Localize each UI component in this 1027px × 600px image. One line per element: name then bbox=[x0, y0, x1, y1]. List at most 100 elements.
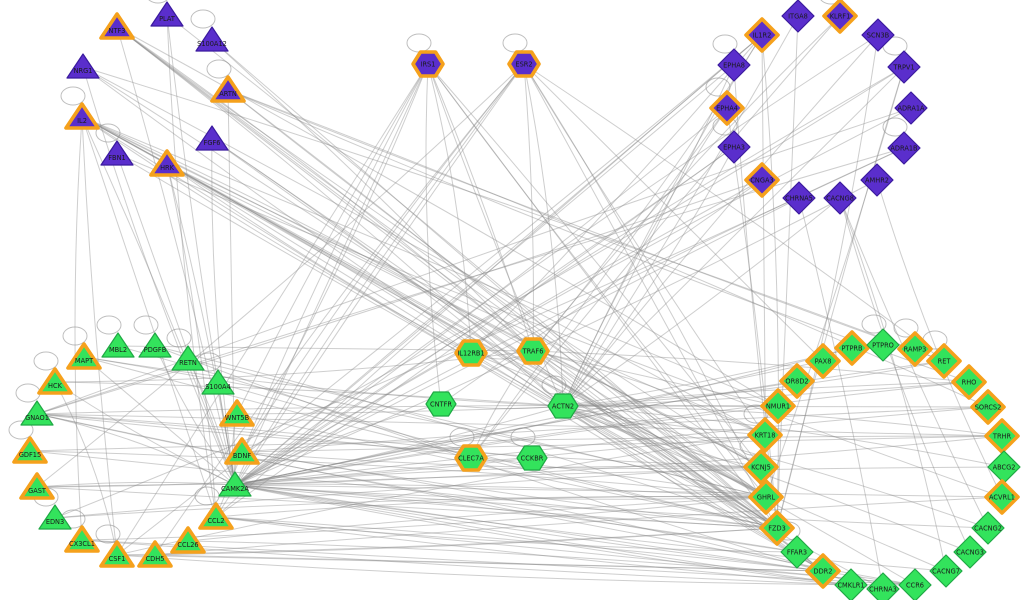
diamond-shape[interactable] bbox=[970, 389, 1006, 425]
node-ARTN[interactable]: ARTN bbox=[210, 75, 246, 103]
diamond-shape[interactable] bbox=[971, 511, 1005, 545]
diamond-shape[interactable] bbox=[822, 0, 858, 34]
triangle-shape[interactable] bbox=[170, 526, 206, 554]
diamond-shape[interactable] bbox=[897, 331, 933, 367]
diamond-shape[interactable] bbox=[984, 418, 1020, 454]
triangle-shape[interactable] bbox=[101, 332, 135, 358]
node-CX3CL1[interactable]: CX3CL1 bbox=[64, 525, 100, 553]
diamond-shape[interactable] bbox=[926, 343, 962, 379]
triangle-shape[interactable] bbox=[210, 75, 246, 103]
node-NRG1[interactable]: NRG1 bbox=[66, 53, 100, 79]
diamond-shape[interactable] bbox=[953, 535, 987, 569]
node-FFAR3[interactable]: FFAR3 bbox=[780, 535, 814, 569]
node-FBN1[interactable]: FBN1 bbox=[100, 140, 134, 166]
hexagon-shape[interactable] bbox=[454, 444, 488, 472]
node-CACNG7[interactable]: CACNG7 bbox=[929, 554, 963, 588]
node-KRT18[interactable]: KRT18 bbox=[747, 417, 783, 453]
diamond-shape[interactable] bbox=[951, 364, 987, 400]
diamond-shape[interactable] bbox=[760, 388, 796, 424]
node-SCN3B[interactable]: SCN3B bbox=[861, 18, 895, 52]
diamond-shape[interactable] bbox=[861, 18, 895, 52]
triangle-shape[interactable] bbox=[38, 504, 72, 530]
node-NTF3[interactable]: NTF3 bbox=[99, 12, 135, 40]
diamond-shape[interactable] bbox=[894, 91, 928, 125]
node-PDGFB[interactable]: PDGFB bbox=[138, 332, 172, 358]
node-EPHA4[interactable]: EPHA4 bbox=[709, 90, 745, 126]
triangle-shape[interactable] bbox=[171, 345, 205, 371]
diamond-shape[interactable] bbox=[780, 535, 814, 569]
node-TRHR[interactable]: TRHR bbox=[984, 418, 1020, 454]
node-IL2[interactable]: IL2 bbox=[64, 102, 100, 130]
triangle-shape[interactable] bbox=[195, 26, 229, 52]
diamond-shape[interactable] bbox=[834, 568, 868, 600]
node-CCR6[interactable]: CCR6 bbox=[898, 568, 932, 600]
triangle-shape[interactable] bbox=[20, 400, 54, 426]
triangle-shape[interactable] bbox=[66, 53, 100, 79]
node-CACNG8[interactable]: CACNG8 bbox=[823, 181, 857, 215]
diamond-shape[interactable] bbox=[834, 330, 870, 366]
node-SORCS2[interactable]: SORCS2 bbox=[970, 389, 1006, 425]
diamond-shape[interactable] bbox=[860, 163, 894, 197]
node-MBL2[interactable]: MBL2 bbox=[101, 332, 135, 358]
node-FGF6[interactable]: FGF6 bbox=[195, 125, 229, 151]
triangle-shape[interactable] bbox=[195, 125, 229, 151]
triangle-shape[interactable] bbox=[37, 367, 73, 395]
node-CHRNA5[interactable]: CHRNA5 bbox=[782, 181, 816, 215]
node-AMHR2[interactable]: AMHR2 bbox=[860, 163, 894, 197]
triangle-shape[interactable] bbox=[19, 472, 55, 500]
diamond-shape[interactable] bbox=[779, 363, 815, 399]
diamond-shape[interactable] bbox=[747, 417, 783, 453]
triangle-shape[interactable] bbox=[12, 436, 48, 464]
hexagon-shape[interactable] bbox=[547, 393, 579, 419]
node-IL12RB1[interactable]: IL12RB1 bbox=[454, 339, 488, 367]
diamond-shape[interactable] bbox=[805, 553, 841, 589]
node-MAPT[interactable]: MAPT bbox=[66, 342, 102, 370]
diamond-shape[interactable] bbox=[823, 181, 857, 215]
diamond-shape[interactable] bbox=[929, 554, 963, 588]
diamond-shape[interactable] bbox=[866, 328, 900, 362]
diamond-shape[interactable] bbox=[781, 0, 815, 33]
node-ESR2[interactable]: ESR2 bbox=[507, 50, 541, 78]
hexagon-shape[interactable] bbox=[516, 337, 550, 365]
node-CLEC7A[interactable]: CLEC7A bbox=[454, 444, 488, 472]
hexagon-shape[interactable] bbox=[454, 339, 488, 367]
node-CNTFR[interactable]: CNTFR bbox=[425, 391, 457, 417]
node-PTPRB[interactable]: PTPRB bbox=[834, 330, 870, 366]
node-CACNG2[interactable]: CACNG2 bbox=[971, 511, 1005, 545]
diamond-shape[interactable] bbox=[866, 572, 900, 600]
diamond-shape[interactable] bbox=[744, 162, 780, 198]
node-IL1R2[interactable]: IL1R2 bbox=[744, 17, 780, 53]
node-RET[interactable]: RET bbox=[926, 343, 962, 379]
triangle-shape[interactable] bbox=[64, 102, 100, 130]
node-GNAO1[interactable]: GNAO1 bbox=[20, 400, 54, 426]
diamond-shape[interactable] bbox=[782, 181, 816, 215]
node-RAMP3[interactable]: RAMP3 bbox=[897, 331, 933, 367]
triangle-shape[interactable] bbox=[100, 140, 134, 166]
node-CSF1[interactable]: CSF1 bbox=[99, 540, 135, 568]
diamond-shape[interactable] bbox=[748, 479, 784, 515]
node-IRS1[interactable]: IRS1 bbox=[411, 50, 445, 78]
triangle-shape[interactable] bbox=[218, 471, 252, 497]
node-RETN[interactable]: RETN bbox=[171, 345, 205, 371]
triangle-shape[interactable] bbox=[198, 502, 234, 530]
triangle-shape[interactable] bbox=[201, 369, 235, 395]
triangle-shape[interactable] bbox=[64, 525, 100, 553]
diamond-shape[interactable] bbox=[887, 50, 921, 84]
triangle-shape[interactable] bbox=[149, 149, 185, 177]
hexagon-shape[interactable] bbox=[425, 391, 457, 417]
diamond-shape[interactable] bbox=[717, 130, 751, 164]
triangle-shape[interactable] bbox=[99, 540, 135, 568]
node-OR8D2[interactable]: OR8D2 bbox=[779, 363, 815, 399]
triangle-shape[interactable] bbox=[137, 540, 173, 568]
node-S100A12[interactable]: S100A12 bbox=[195, 26, 229, 52]
diamond-shape[interactable] bbox=[717, 48, 751, 82]
triangle-shape[interactable] bbox=[150, 1, 184, 27]
diamond-shape[interactable] bbox=[759, 510, 795, 546]
node-HCK[interactable]: HCK bbox=[37, 367, 73, 395]
node-ACVRL1[interactable]: ACVRL1 bbox=[984, 479, 1020, 515]
diamond-shape[interactable] bbox=[984, 479, 1020, 515]
node-ITGA8[interactable]: ITGA8 bbox=[781, 0, 815, 33]
node-PLAT[interactable]: PLAT bbox=[150, 1, 184, 27]
diamond-shape[interactable] bbox=[887, 131, 921, 165]
